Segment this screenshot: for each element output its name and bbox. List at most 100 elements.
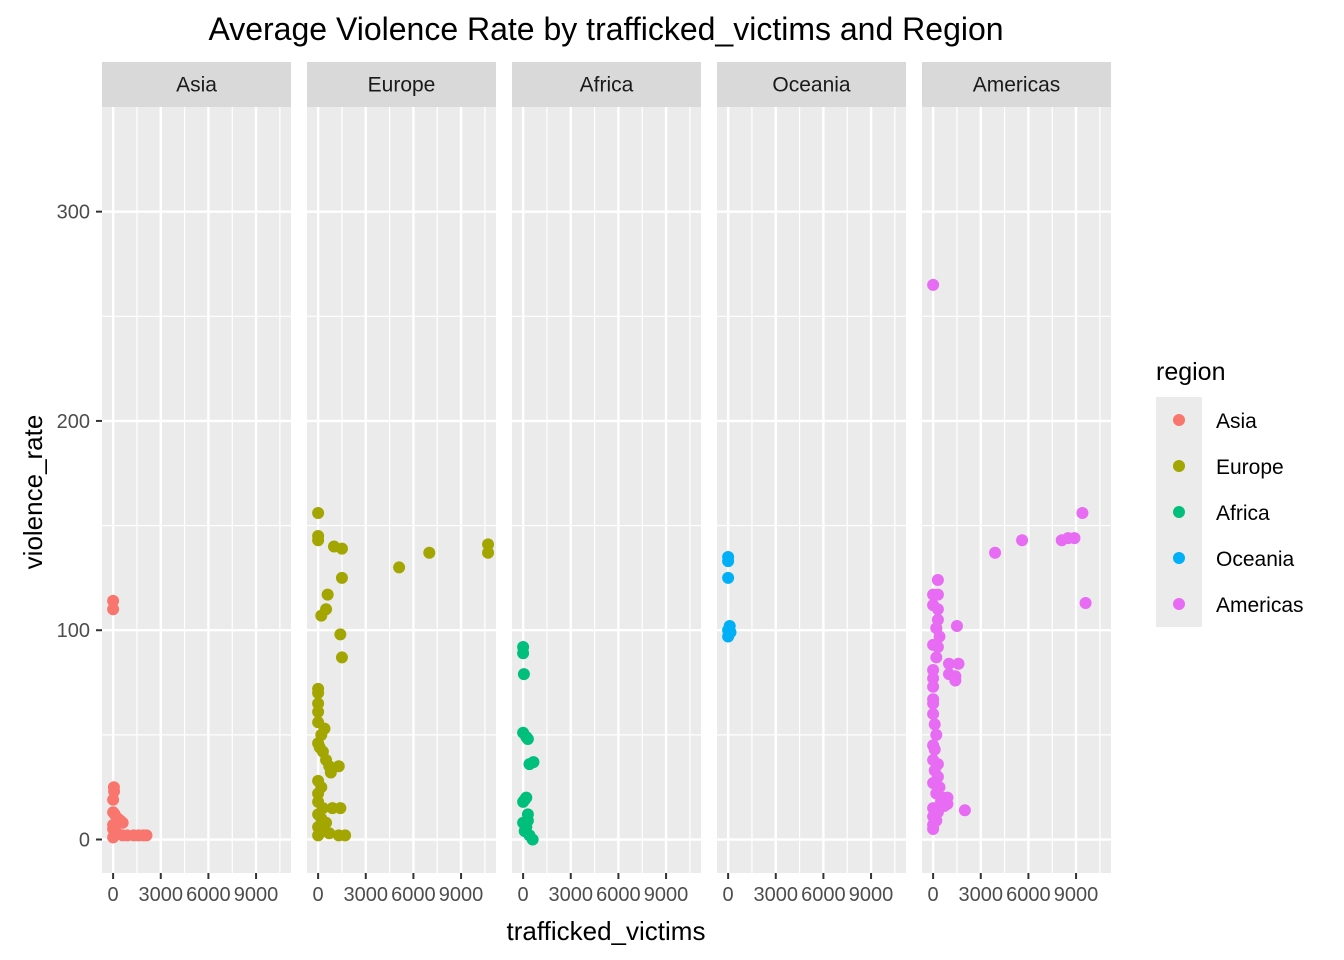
data-point-europe (321, 588, 334, 601)
data-point-oceania (722, 555, 735, 568)
legend-label: Europe (1216, 456, 1284, 479)
data-point-europe (312, 687, 325, 700)
data-point-europe (482, 546, 495, 559)
data-point-americas (927, 823, 940, 836)
data-point-americas (1079, 597, 1092, 610)
data-point-europe (334, 628, 347, 641)
data-point-asia (107, 603, 120, 616)
facet-strip-label: Europe (368, 74, 436, 97)
data-point-americas (943, 657, 955, 670)
data-point-americas (952, 657, 965, 670)
x-tick-label: 3000 (549, 884, 594, 906)
facet-panel-africa: Africa 0 3000 6000 9000 (512, 62, 701, 906)
legend-marker-asia (1173, 414, 1185, 426)
y-tick-label: 0 (79, 830, 90, 852)
x-tick-label: 6000 (596, 884, 641, 906)
facet-panel-oceania: Oceania 0 3000 6000 9000 (717, 62, 906, 906)
data-point-americas (1076, 507, 1089, 520)
legend-marker-africa (1173, 506, 1185, 518)
x-tick-label: 9000 (234, 884, 279, 906)
facet-strip-label: Oceania (772, 74, 851, 97)
x-tick-label: 9000 (644, 884, 689, 906)
data-point-asia (107, 594, 120, 607)
data-point-africa (521, 733, 534, 746)
x-tick-label: 0 (108, 884, 119, 906)
facet-strip (717, 62, 906, 107)
data-point-europe (312, 705, 325, 718)
data-point-africa (517, 795, 530, 808)
panel-background (102, 107, 291, 873)
data-point-americas (931, 603, 944, 616)
y-axis-title: violence_rate (18, 415, 48, 570)
data-point-americas (928, 743, 941, 756)
facet-strip-label: Asia (176, 74, 217, 97)
data-point-europe (334, 802, 347, 815)
data-point-americas (931, 640, 944, 653)
x-tick-label: 9000 (1054, 884, 1099, 906)
data-point-americas (927, 278, 940, 291)
data-point-americas (931, 588, 944, 601)
facet-strip (102, 62, 291, 107)
data-point-asia (116, 816, 129, 829)
data-point-americas (927, 697, 940, 710)
x-tick-label: 0 (928, 884, 939, 906)
data-point-europe (315, 609, 328, 622)
legend-label: Oceania (1216, 548, 1295, 571)
data-point-europe (312, 534, 325, 547)
data-point-americas (950, 620, 963, 633)
x-tick-label: 0 (518, 884, 529, 906)
data-point-europe (312, 829, 325, 842)
x-tick-label: 6000 (186, 884, 231, 906)
data-point-americas (1068, 532, 1081, 545)
data-point-africa (526, 833, 539, 846)
data-point-americas (928, 718, 941, 731)
data-point-americas (933, 630, 946, 643)
data-point-americas (1016, 534, 1029, 547)
panel-background (307, 107, 496, 873)
x-tick-label: 3000 (754, 884, 799, 906)
data-point-americas (989, 546, 1002, 559)
data-point-americas (927, 672, 940, 685)
data-point-americas (927, 680, 940, 693)
x-tick-label: 9000 (849, 884, 894, 906)
data-point-americas (927, 663, 940, 676)
panel-background (922, 107, 1111, 873)
data-point-americas (930, 651, 943, 664)
data-point-oceania (722, 571, 735, 584)
legend-marker-americas (1173, 598, 1185, 610)
data-point-americas (927, 707, 940, 720)
x-tick-label: 0 (723, 884, 734, 906)
facet-panel-asia: Asia 0 3000 6000 9000 (102, 62, 291, 906)
legend-title: region (1156, 358, 1226, 386)
data-point-asia (107, 831, 120, 844)
data-point-europe (393, 561, 406, 574)
y-tick-label: 100 (57, 620, 90, 642)
data-point-americas (958, 804, 971, 817)
data-point-europe (335, 571, 348, 584)
x-tick-label: 0 (313, 884, 324, 906)
facet-strip-label: Africa (580, 74, 634, 97)
data-point-oceania (722, 630, 735, 643)
legend-marker-oceania (1173, 552, 1185, 564)
data-point-europe (312, 507, 325, 520)
y-axis: 0 100 200 300 (57, 202, 102, 852)
data-point-asia (107, 793, 120, 806)
facet-strip (922, 62, 1111, 107)
y-tick-label: 300 (57, 202, 90, 224)
legend-marker-europe (1173, 460, 1185, 472)
data-point-europe (312, 787, 325, 800)
data-point-europe (339, 829, 352, 842)
data-point-europe (324, 766, 337, 779)
data-point-europe (335, 542, 348, 555)
data-point-europe (482, 538, 495, 551)
facet-panel-americas: Americas 0 3000 6000 9000 (922, 62, 1111, 906)
x-tick-label: 9000 (439, 884, 484, 906)
data-point-europe (312, 697, 325, 710)
x-tick-label: 6000 (1006, 884, 1051, 906)
data-point-americas (949, 674, 962, 687)
y-tick-label: 200 (57, 411, 90, 433)
facet-strip-label: Americas (973, 74, 1061, 97)
x-tick-label: 3000 (139, 884, 184, 906)
